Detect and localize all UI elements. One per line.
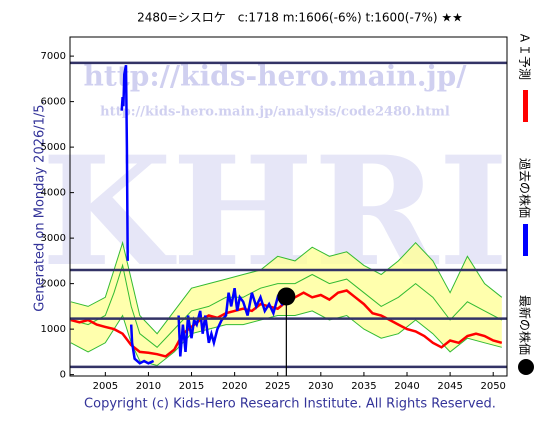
y-tick-label: 3000 bbox=[41, 233, 66, 244]
legend-label: ＡＩ予測 bbox=[518, 32, 532, 80]
legend-marker bbox=[518, 359, 534, 375]
x-tick-label: 2045 bbox=[437, 381, 462, 392]
band-line bbox=[70, 263, 503, 348]
y-tick-label: 0 bbox=[60, 370, 66, 381]
x-tick-label: 2020 bbox=[222, 381, 247, 392]
watermark-url: http://kids-hero.main.jp/ bbox=[84, 60, 468, 93]
y-tick-label: 1000 bbox=[41, 324, 66, 335]
legend-marker bbox=[523, 90, 528, 122]
y-tick-label: 5000 bbox=[41, 142, 66, 153]
chart-title: 2480=シスロケ c:1718 m:1606(-6%) t:1600(-7%)… bbox=[137, 11, 463, 25]
generated-note: Generated on Monday 2026/1/5. bbox=[33, 100, 48, 311]
latest-point bbox=[277, 287, 296, 306]
x-tick-label: 2005 bbox=[93, 381, 118, 392]
legend-label: 最新の株価 bbox=[518, 295, 533, 355]
x-tick-label: 2035 bbox=[351, 381, 376, 392]
x-tick-label: 2025 bbox=[265, 381, 290, 392]
copyright: Copyright (c) Kids-Hero Research Institu… bbox=[84, 397, 496, 412]
x-tick-label: 2040 bbox=[394, 381, 419, 392]
y-tick-label: 7000 bbox=[41, 51, 66, 62]
watermark-url-detail: http://kids-hero.main.jp/analysis/code24… bbox=[100, 105, 450, 120]
y-tick-label: 6000 bbox=[41, 97, 66, 108]
y-tick-label: 2000 bbox=[41, 279, 66, 290]
legend-label: 過去の株価 bbox=[518, 158, 533, 218]
series-line bbox=[120, 64, 288, 365]
x-tick-label: 2030 bbox=[308, 381, 333, 392]
legend-marker bbox=[523, 224, 528, 256]
x-tick-label: 2015 bbox=[179, 381, 204, 392]
y-tick-label: 4000 bbox=[41, 188, 66, 199]
x-tick-label: 2050 bbox=[480, 381, 505, 392]
x-tick-label: 2010 bbox=[136, 381, 161, 392]
plot-frame bbox=[69, 36, 508, 377]
